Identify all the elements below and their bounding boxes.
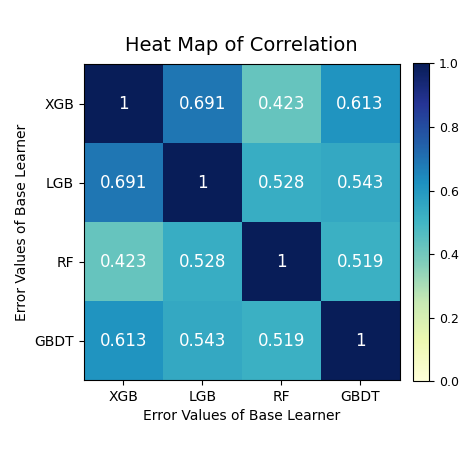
Text: 0.543: 0.543	[179, 332, 226, 350]
Text: 0.519: 0.519	[337, 253, 384, 271]
Text: 0.519: 0.519	[257, 332, 305, 350]
Text: 0.423: 0.423	[100, 253, 147, 271]
Text: 0.528: 0.528	[179, 253, 226, 271]
Text: 0.528: 0.528	[257, 174, 305, 192]
Text: 0.691: 0.691	[179, 95, 226, 113]
X-axis label: Error Values of Base Learner: Error Values of Base Learner	[143, 409, 340, 423]
Text: 1: 1	[118, 95, 128, 113]
Text: 0.691: 0.691	[100, 174, 147, 192]
Text: 0.543: 0.543	[337, 174, 384, 192]
Text: 1: 1	[355, 332, 365, 350]
Title: Heat Map of Correlation: Heat Map of Correlation	[126, 36, 358, 55]
Text: 1: 1	[197, 174, 208, 192]
Y-axis label: Error Values of Base Learner: Error Values of Base Learner	[15, 123, 29, 321]
Text: 0.423: 0.423	[257, 95, 305, 113]
Text: 0.613: 0.613	[100, 332, 147, 350]
Text: 1: 1	[276, 253, 286, 271]
Text: 0.613: 0.613	[337, 95, 384, 113]
